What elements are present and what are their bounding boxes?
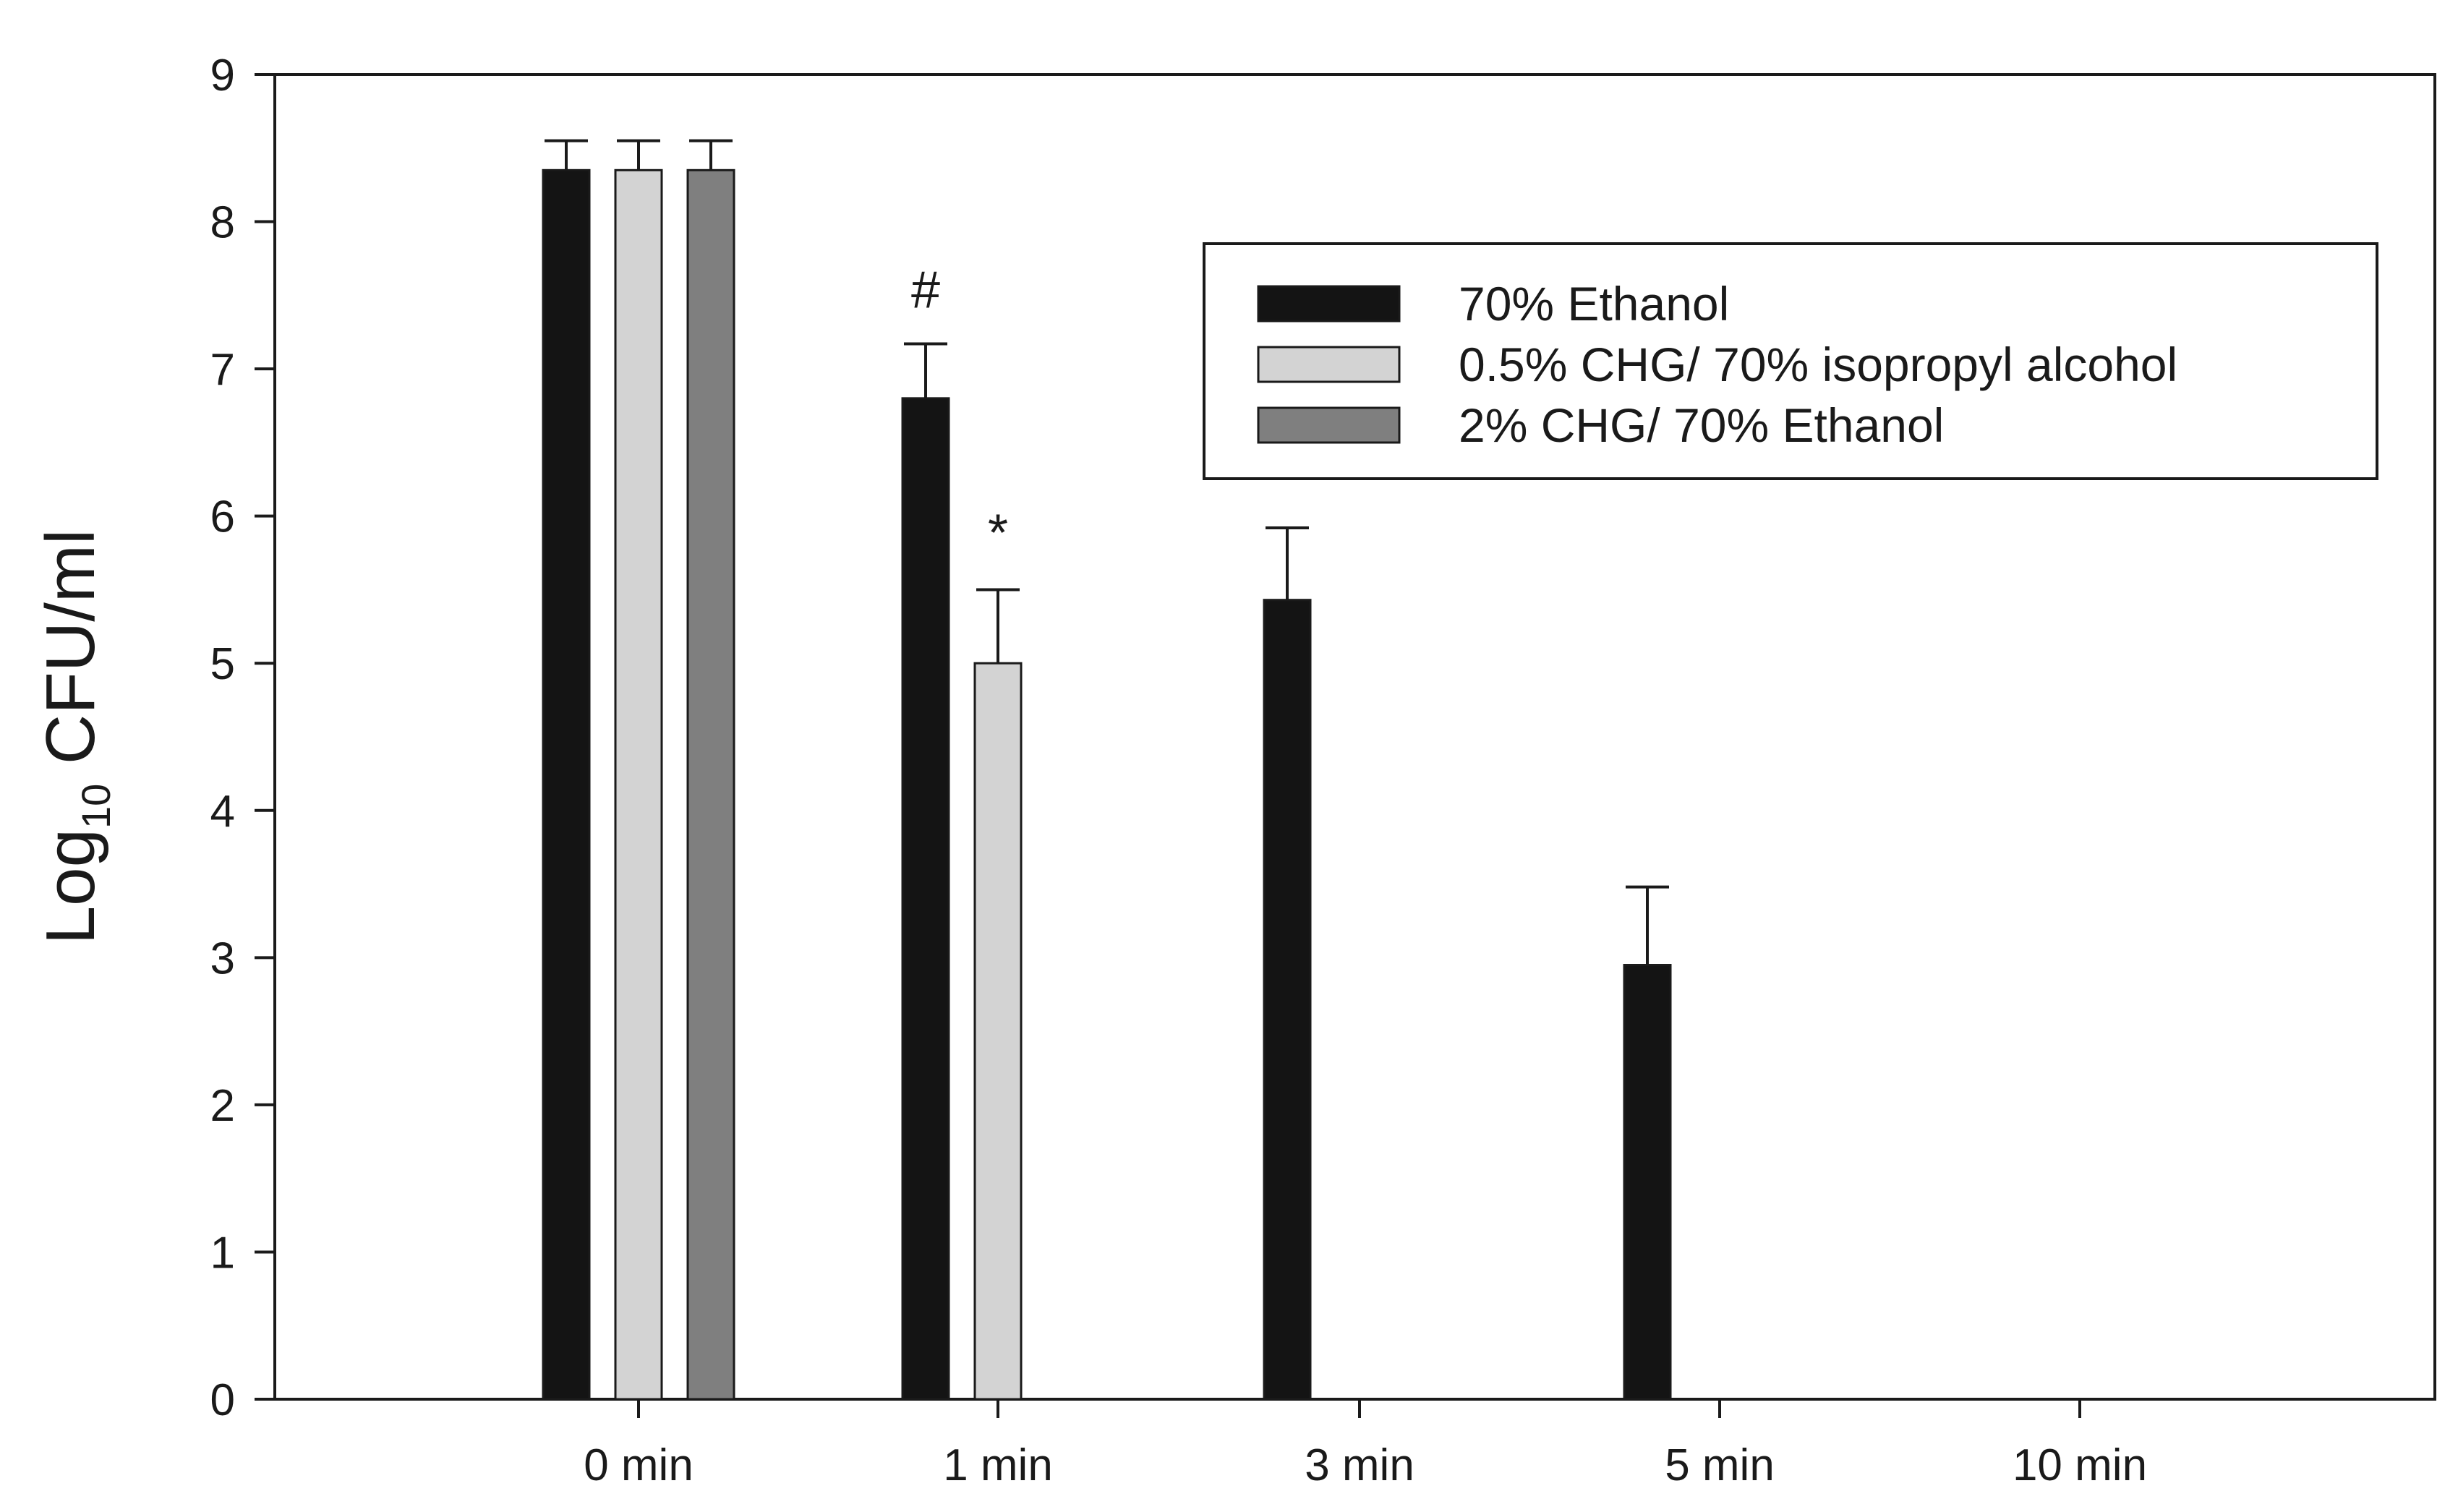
y-tick-label: 3	[210, 934, 235, 983]
y-tick-label: 1	[210, 1228, 235, 1278]
x-tick-label: 3 min	[1305, 1440, 1414, 1490]
y-tick-label: 9	[210, 51, 235, 101]
y-tick-label: 6	[210, 492, 235, 542]
bar	[542, 168, 591, 1401]
bar	[901, 397, 950, 1401]
legend-items: 70% Ethanol 0.5% CHG/ 70% isopropyl alcoh…	[1257, 277, 2177, 452]
y-axis-label-subscript: 10	[73, 784, 119, 829]
legend-label: 0.5% CHG/ 70% isopropyl alcohol	[1459, 338, 2177, 391]
y-tick-label: 4	[210, 787, 235, 837]
bar	[614, 168, 663, 1401]
significance-marker: *	[988, 504, 1008, 562]
y-tick-label: 8	[210, 198, 235, 248]
legend-label: 2% CHG/ 70% Ethanol	[1459, 398, 1944, 452]
x-axis: 0 min 1 min 3 min 5 min 10 min	[584, 1399, 2147, 1490]
x-tick-label: 1 min	[943, 1440, 1053, 1490]
y-axis: 0 1 2 3 4 5 6 7 8 9	[210, 51, 275, 1425]
legend-swatch	[1257, 406, 1401, 444]
bars	[542, 139, 1672, 1401]
y-axis-label-unit: CFU/ml	[32, 529, 109, 784]
legend-swatch	[1257, 285, 1401, 323]
bar	[973, 662, 1023, 1401]
legend: 70% Ethanol 0.5% CHG/ 70% isopropyl alcoh…	[1203, 242, 2378, 480]
legend-swatch	[1257, 346, 1401, 383]
bar	[686, 168, 735, 1401]
y-axis-label: Log10 CFU/ml	[32, 529, 119, 944]
y-tick-label: 2	[210, 1081, 235, 1131]
y-tick-label: 5	[210, 639, 235, 689]
x-tick-label: 10 min	[2013, 1440, 2147, 1490]
y-axis-label-main: Log	[32, 829, 109, 944]
bar	[1623, 964, 1672, 1401]
y-tick-label: 7	[210, 345, 235, 395]
annotations: #*	[911, 262, 1008, 563]
legend-label: 70% Ethanol	[1459, 277, 1729, 330]
x-tick-label: 0 min	[584, 1440, 694, 1490]
bar	[1263, 599, 1312, 1401]
y-tick-label: 0	[210, 1375, 235, 1425]
significance-marker: #	[911, 262, 940, 320]
x-tick-label: 5 min	[1665, 1440, 1775, 1490]
plot-frame	[273, 73, 2436, 1401]
